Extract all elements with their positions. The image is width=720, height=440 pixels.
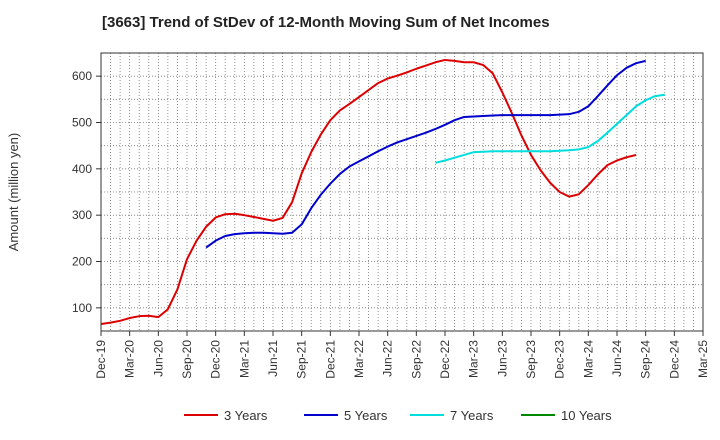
series-line-3-years: [100, 58, 637, 326]
x-tick-label: Mar-23: [467, 340, 481, 378]
x-tick-label: Jun-21: [266, 340, 280, 377]
x-tick-label: Sep-20: [180, 340, 194, 379]
y-tick-label: 600: [72, 69, 92, 83]
x-tick-label: Sep-22: [409, 340, 423, 379]
x-tick-label: Sep-24: [639, 340, 653, 379]
x-tick-label: Mar-21: [237, 340, 251, 378]
x-tick-label: Jun-20: [151, 340, 165, 377]
x-tick-label: Mar-22: [352, 340, 366, 378]
y-tick-label: 500: [72, 116, 92, 130]
x-tick-label: Mar-24: [581, 340, 595, 378]
legend-label: 3 Years: [224, 408, 268, 423]
x-tick-label: Jun-22: [381, 340, 395, 377]
x-tick-label: Sep-21: [295, 340, 309, 379]
series-line-7-years: [435, 93, 665, 164]
y-tick-label: 100: [72, 301, 92, 315]
chart-title: [3663] Trend of StDev of 12-Month Moving…: [102, 14, 550, 31]
legend-label: 5 Years: [344, 408, 388, 423]
plot-frame: [100, 52, 704, 332]
x-tick-label: Jun-24: [610, 340, 624, 377]
x-tick-label: Dec-22: [438, 340, 452, 379]
legend-label: 7 Years: [450, 408, 494, 423]
series-line-5-years: [205, 59, 646, 249]
x-tick-label: Dec-20: [209, 340, 223, 379]
x-tick-label: Dec-24: [667, 340, 681, 379]
x-tick-label: Mar-25: [696, 340, 710, 378]
y-axis-label: Amount (million yen): [6, 133, 21, 252]
legend-label: 10 Years: [561, 408, 612, 423]
x-tick-label: Dec-19: [94, 340, 108, 379]
x-tick-label: Jun-23: [495, 340, 509, 377]
y-tick-label: 300: [72, 208, 92, 222]
y-tick-label: 400: [72, 162, 92, 176]
x-tick-label: Sep-23: [524, 340, 538, 379]
x-tick-label: Dec-21: [323, 340, 337, 379]
x-tick-label: Mar-20: [123, 340, 137, 378]
x-tick-label: Dec-23: [553, 340, 567, 379]
y-tick-label: 200: [72, 255, 92, 269]
